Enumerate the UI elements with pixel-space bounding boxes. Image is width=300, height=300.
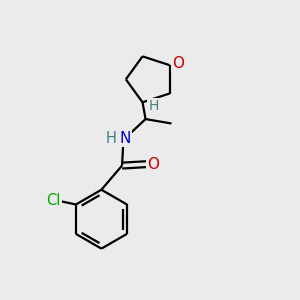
Text: N: N bbox=[119, 131, 131, 146]
Text: H: H bbox=[148, 99, 159, 113]
Text: O: O bbox=[148, 157, 160, 172]
Text: O: O bbox=[172, 56, 184, 71]
Text: H: H bbox=[106, 131, 117, 146]
Text: Cl: Cl bbox=[46, 194, 60, 208]
